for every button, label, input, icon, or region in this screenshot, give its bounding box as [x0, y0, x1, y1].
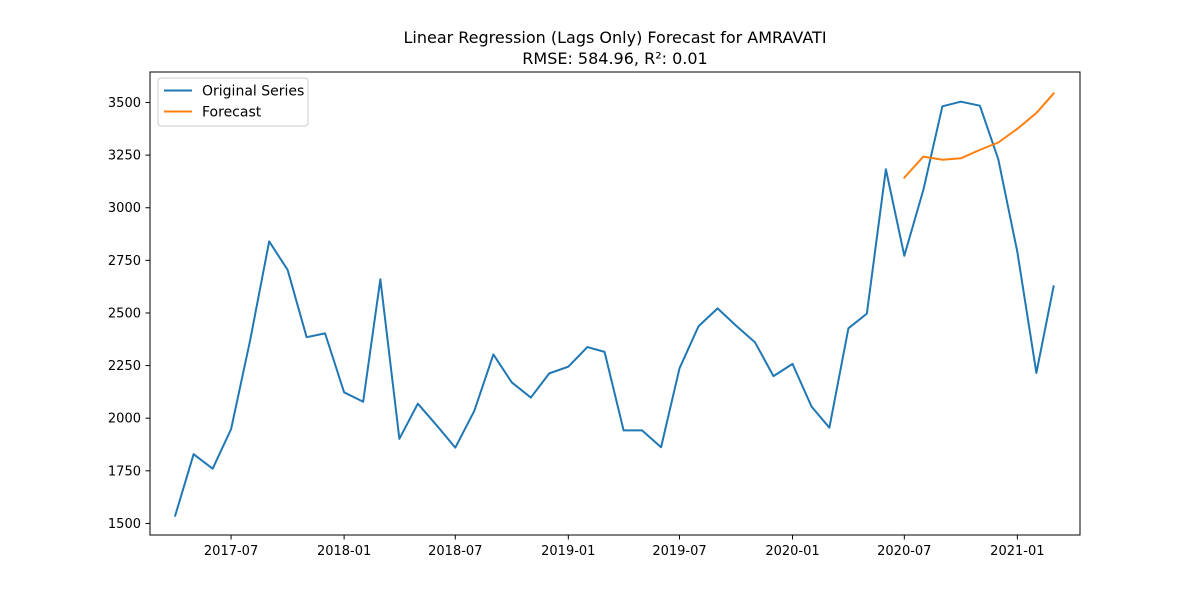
y-tick-label: 3000 [108, 201, 141, 216]
x-tick-label: 2019-01 [541, 544, 595, 559]
y-tick-label: 1500 [108, 517, 141, 532]
y-tick-label: 1750 [108, 464, 141, 479]
chart-subtitle: RMSE: 584.96, R²: 0.01 [522, 49, 707, 68]
legend-label-forecast: Forecast [202, 105, 262, 121]
plot-frame [149, 71, 1081, 536]
x-tick-label: 2018-07 [428, 544, 482, 559]
y-tick-label: 2500 [108, 306, 141, 321]
y-tick-label: 2750 [108, 254, 141, 269]
x-tick-label: 2018-01 [317, 544, 371, 559]
x-tick-label: 2017-07 [204, 544, 258, 559]
y-tick-label: 3250 [108, 149, 141, 164]
legend-label-original-series: Original Series [202, 84, 304, 100]
x-tick-label: 2020-01 [765, 544, 819, 559]
x-tick-label: 2021-01 [990, 544, 1044, 559]
x-tick-label: 2020-07 [877, 544, 931, 559]
y-tick-label: 2250 [108, 359, 141, 374]
y-tick-label: 3500 [108, 96, 141, 111]
legend-frame [157, 77, 309, 127]
chart-title: Linear Regression (Lags Only) Forecast f… [403, 28, 826, 47]
y-tick-label: 2000 [108, 412, 141, 427]
legend: Original Series Forecast [157, 77, 309, 127]
series-line-original-series [173, 100, 1055, 517]
axes-layer: 2017-07 2018-01 2018-07 2019-01 2019-07 2020-… [108, 71, 1081, 559]
x-tick-label: 2019-07 [652, 544, 706, 559]
series-layer [173, 92, 1056, 517]
series-line-forecast [902, 92, 1056, 180]
